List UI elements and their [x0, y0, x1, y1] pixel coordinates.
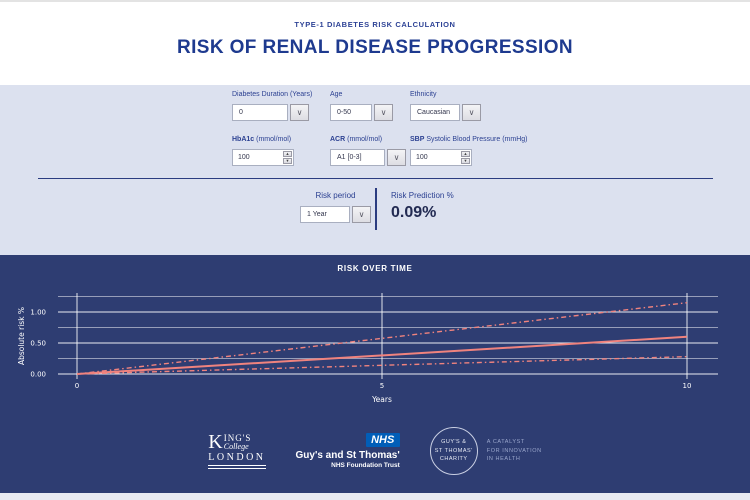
guys-st-thomas-nhs-logo: NHS Guy's and St Thomas' NHS Foundation …	[296, 433, 400, 469]
section-divider	[38, 178, 713, 179]
acr-select[interactable]: A1 [0-3] ∨	[330, 149, 406, 166]
top-strip	[0, 0, 750, 2]
field-diabetes-duration: Diabetes Duration (Years) 0 ∨	[232, 91, 312, 121]
ethnicity-value[interactable]: Caucasian	[410, 104, 460, 121]
diabetes-duration-value[interactable]: 0	[232, 104, 288, 121]
field-age: Age 0-50 ∨	[330, 91, 393, 121]
ethnicity-select[interactable]: Caucasian ∨	[410, 104, 481, 121]
risk-prediction-value: 0.09%	[391, 204, 437, 221]
acr-value[interactable]: A1 [0-3]	[330, 149, 385, 166]
hba1c-decrement-button[interactable]: ▼	[283, 158, 292, 164]
risk-period-value[interactable]: 1 Year	[300, 206, 350, 223]
svg-text:Absolute risk %: Absolute risk %	[17, 307, 26, 365]
kcl-right: ING'S College	[224, 433, 252, 451]
charity-line: CHARITY	[439, 456, 468, 463]
guys-st-thomas-charity-logo: GUY'S & ST THOMAS' CHARITY A CATALYST FO…	[429, 427, 542, 475]
chart-panel: RISK OVER TIME 0 5 10 0.00 0.50 1.00 Years Abso…	[0, 255, 750, 493]
charity-tagline-line: FOR INNOVATION	[486, 447, 542, 454]
svg-text:0.00: 0.00	[30, 371, 46, 379]
svg-text:0: 0	[75, 382, 79, 390]
svg-text:0.50: 0.50	[30, 340, 46, 348]
hba1c-label-bold: HbA1c	[232, 136, 255, 143]
sbp-value[interactable]: 100	[416, 154, 428, 161]
chevron-down-icon: ∨	[380, 107, 387, 117]
spin-down-icon: ▼	[463, 158, 468, 163]
charity-line: GUY'S &	[441, 438, 467, 445]
header: TYPE-1 DIABETES RISK CALCULATION RISK OF…	[0, 2, 750, 85]
sbp-label-rest: Systolic Blood Pressure (mmHg)	[424, 136, 528, 143]
form-panel: Diabetes Duration (Years) 0 ∨ Age 0-50 ∨…	[0, 85, 750, 255]
ethnicity-label: Ethnicity	[410, 91, 437, 98]
hba1c-increment-button[interactable]: ▲	[283, 151, 292, 157]
risk-prediction: Risk Prediction % 0.09%	[391, 191, 454, 222]
nhs-trust-sub: NHS Foundation Trust	[331, 462, 400, 469]
acr-label-rest: (mmol/mol)	[345, 136, 383, 143]
svg-text:10: 10	[683, 382, 692, 390]
sbp-input[interactable]: 100 ▲ ▼	[410, 149, 472, 166]
chevron-down-icon: ∨	[393, 152, 400, 162]
kcl-london: LONDON	[208, 452, 266, 463]
sbp-label: SBP Systolic Blood Pressure (mmHg)	[410, 136, 528, 143]
hba1c-label: HbA1c (mmol/mol)	[232, 136, 294, 143]
nhs-trust-name: Guy's and St Thomas'	[295, 450, 400, 461]
acr-label-bold: ACR	[330, 136, 346, 143]
charity-line: ST THOMAS'	[434, 447, 473, 454]
acr-label: ACR (mmol/mol)	[330, 136, 406, 143]
footer-logos: K ING'S College LONDON NHS Guy's and St …	[0, 427, 750, 475]
sbp-decrement-button[interactable]: ▼	[461, 158, 470, 164]
kcl-ings: ING'S	[223, 433, 252, 443]
sbp-label-bold: SBP	[410, 136, 425, 143]
age-value[interactable]: 0-50	[330, 104, 372, 121]
eyebrow-text: TYPE-1 DIABETES RISK CALCULATION	[294, 20, 456, 29]
diabetes-duration-label: Diabetes Duration (Years)	[232, 91, 313, 98]
svg-text:Years: Years	[371, 395, 392, 404]
field-hba1c: HbA1c (mmol/mol) 100 ▲ ▼	[232, 136, 294, 166]
diabetes-duration-dropdown-button[interactable]: ∨	[290, 104, 309, 121]
kcl-college: College	[223, 442, 249, 451]
hba1c-value[interactable]: 100	[238, 154, 250, 161]
field-ethnicity: Ethnicity Caucasian ∨	[410, 91, 481, 121]
charity-tagline-line: IN HEALTH	[486, 456, 521, 463]
spin-up-icon: ▲	[285, 151, 290, 156]
field-acr: ACR (mmol/mol) A1 [0-3] ∨	[330, 136, 406, 166]
page-title: RISK OF RENAL DISEASE PROGRESSION	[176, 37, 574, 58]
risk-period-label: Risk period	[315, 191, 356, 200]
spin-down-icon: ▼	[285, 158, 290, 163]
ethnicity-dropdown-button[interactable]: ∨	[462, 104, 481, 121]
kcl-k: K	[208, 431, 223, 453]
charity-tagline-line: A CATALYST	[486, 438, 525, 445]
age-select[interactable]: 0-50 ∨	[330, 104, 393, 121]
spin-up-icon: ▲	[463, 151, 468, 156]
field-sbp: SBP Systolic Blood Pressure (mmHg) 100 ▲…	[410, 136, 528, 166]
risk-prediction-label: Risk Prediction %	[391, 191, 454, 200]
age-dropdown-button[interactable]: ∨	[374, 104, 393, 121]
sbp-increment-button[interactable]: ▲	[461, 151, 470, 157]
chevron-down-icon: ∨	[358, 209, 365, 219]
risk-period-select[interactable]: 1 Year ∨	[300, 206, 371, 223]
charity-tagline: A CATALYST FOR INNOVATION IN HEALTH	[487, 438, 542, 464]
hba1c-input[interactable]: 100 ▲ ▼	[232, 149, 294, 166]
kcl-wordmark: K ING'S College	[208, 431, 265, 453]
chevron-down-icon: ∨	[468, 107, 475, 117]
kcl-rules	[208, 465, 266, 469]
hba1c-spinner: ▲ ▼	[282, 150, 293, 165]
risk-chart: 0 5 10 0.00 0.50 1.00 Years Absolute risk %	[17, 293, 718, 404]
vertical-divider	[375, 188, 377, 230]
svg-text:1.00: 1.00	[30, 309, 46, 317]
chevron-down-icon: ∨	[296, 107, 303, 117]
charity-circle-icon: GUY'S & ST THOMAS' CHARITY	[429, 427, 478, 475]
bottom-strip[interactable]	[0, 493, 750, 500]
diabetes-duration-select[interactable]: 0 ∨	[232, 104, 312, 121]
field-risk-period: Risk period 1 Year ∨	[300, 191, 371, 223]
nhs-icon: NHS	[365, 433, 400, 447]
age-label: Age	[330, 91, 343, 98]
hba1c-label-rest: (mmol/mol)	[254, 136, 292, 143]
sbp-spinner: ▲ ▼	[460, 150, 471, 165]
risk-period-dropdown-button[interactable]: ∨	[352, 206, 371, 223]
acr-dropdown-button[interactable]: ∨	[387, 149, 406, 166]
svg-text:5: 5	[380, 382, 384, 390]
kings-college-london-logo: K ING'S College LONDON	[208, 431, 266, 469]
chart-title: RISK OVER TIME	[337, 264, 413, 273]
